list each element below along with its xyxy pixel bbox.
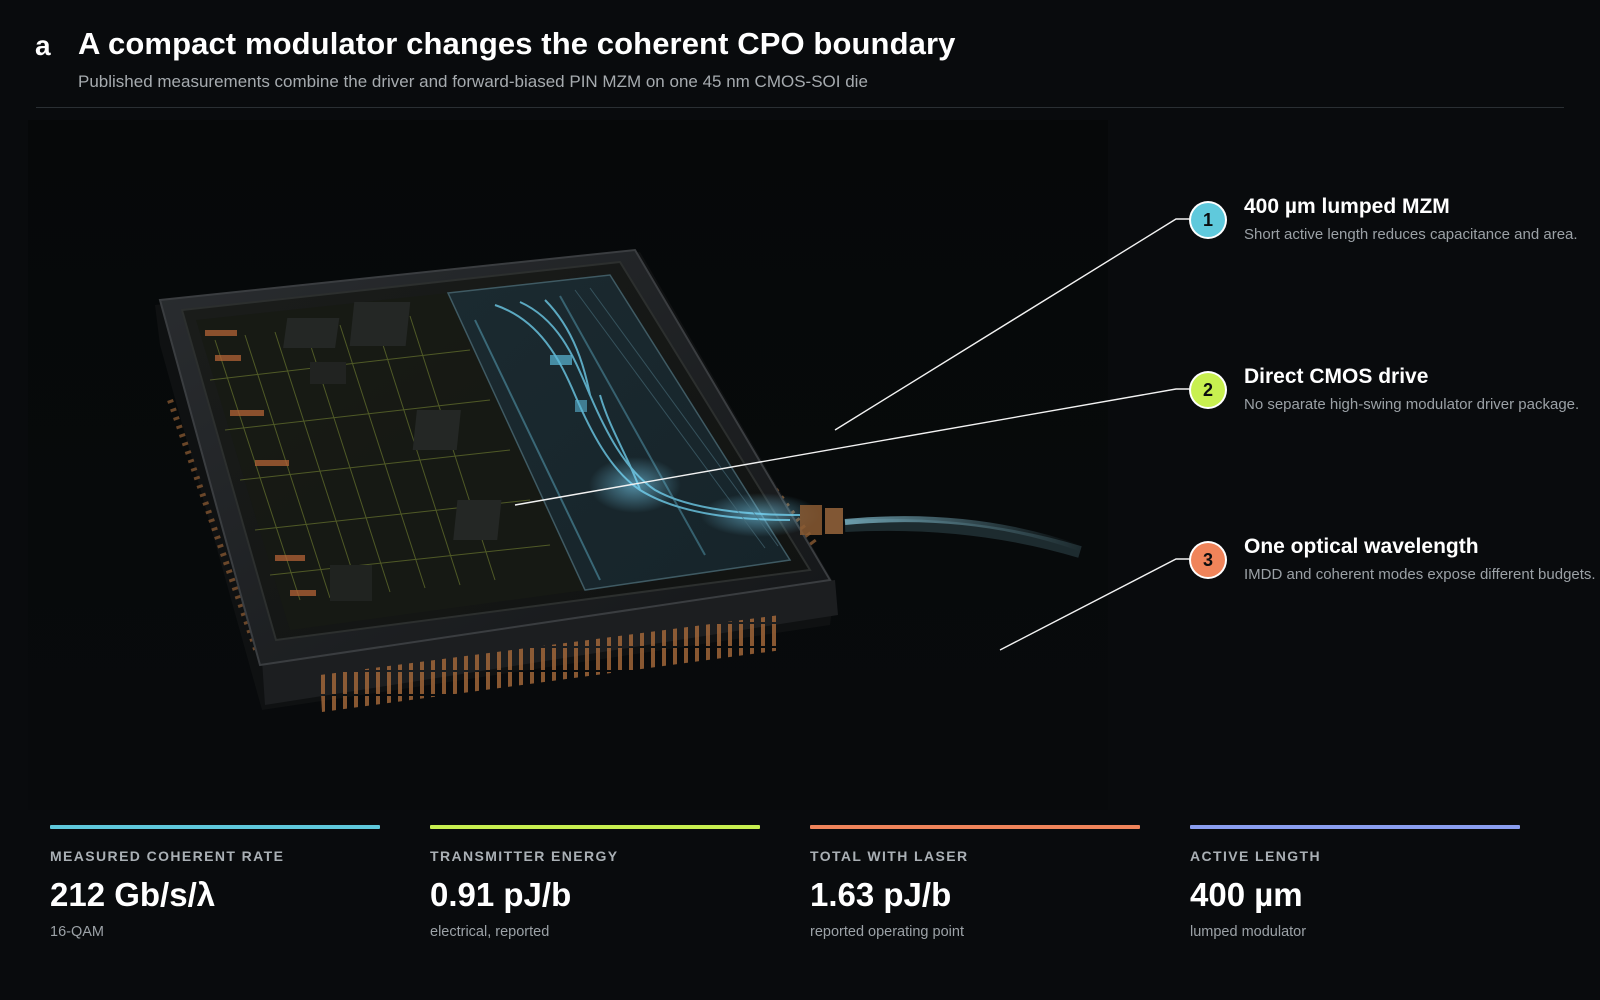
leader-lines xyxy=(514,218,1193,651)
callout-title-2: Direct CMOS drive xyxy=(1244,365,1429,388)
stat-value: 1.63 pJ/b xyxy=(810,876,952,913)
stat-active-length: ACTIVE LENGTH 400 µm lumped modulator xyxy=(1190,825,1520,940)
stat-note: lumped modulator xyxy=(1190,924,1307,940)
leader-line-1 xyxy=(834,218,1193,431)
callout-badge-1: 1 xyxy=(1191,203,1225,237)
leader-line-3 xyxy=(999,558,1193,651)
stat-accent-bar xyxy=(1190,825,1520,829)
callout-title-1: 400 µm lumped MZM xyxy=(1244,195,1450,218)
callout-description-3: IMDD and coherent modes expose different… xyxy=(1244,566,1596,583)
page-subtitle: Published measurements combine the drive… xyxy=(78,72,868,91)
stat-label: TOTAL WITH LASER xyxy=(810,848,969,864)
stat-note: 16-QAM xyxy=(50,924,104,940)
panel-letter: a xyxy=(35,30,51,61)
stat-coherent-rate: MEASURED COHERENT RATE 212 Gb/s/λ 16-QAM xyxy=(50,825,380,940)
page-title: A compact modulator changes the coherent… xyxy=(78,26,956,61)
stat-transmitter-energy: TRANSMITTER ENERGY 0.91 pJ/b electrical,… xyxy=(430,825,760,940)
callout-badge-2: 2 xyxy=(1191,373,1225,407)
stat-value: 212 Gb/s/λ xyxy=(50,876,216,913)
stat-label: ACTIVE LENGTH xyxy=(1190,848,1321,864)
stat-label: MEASURED COHERENT RATE xyxy=(50,848,285,864)
stat-note: reported operating point xyxy=(810,924,964,940)
stat-total-with-laser: TOTAL WITH LASER 1.63 pJ/b reported oper… xyxy=(810,825,1140,940)
stat-accent-bar xyxy=(50,825,380,829)
modulator-waveguide-icon xyxy=(446,274,820,591)
leader-line-2 xyxy=(514,388,1193,506)
stat-accent-bar xyxy=(810,825,1140,829)
stat-label: TRANSMITTER ENERGY xyxy=(430,848,619,864)
callout-badge-3: 3 xyxy=(1191,543,1225,577)
optical-fiber-icon xyxy=(800,505,1082,558)
driver-circuit-region xyxy=(196,293,585,630)
callout-title-3: One optical wavelength xyxy=(1244,535,1479,558)
stat-value: 0.91 pJ/b xyxy=(430,876,572,913)
callout-description-1: Short active length reduces capacitance … xyxy=(1244,226,1578,243)
header-divider xyxy=(36,107,1564,108)
stat-accent-bar xyxy=(430,825,760,829)
callout-description-2: No separate high-swing modulator driver … xyxy=(1244,396,1580,413)
stat-value: 400 µm xyxy=(1190,876,1303,913)
stat-note: electrical, reported xyxy=(430,924,550,940)
